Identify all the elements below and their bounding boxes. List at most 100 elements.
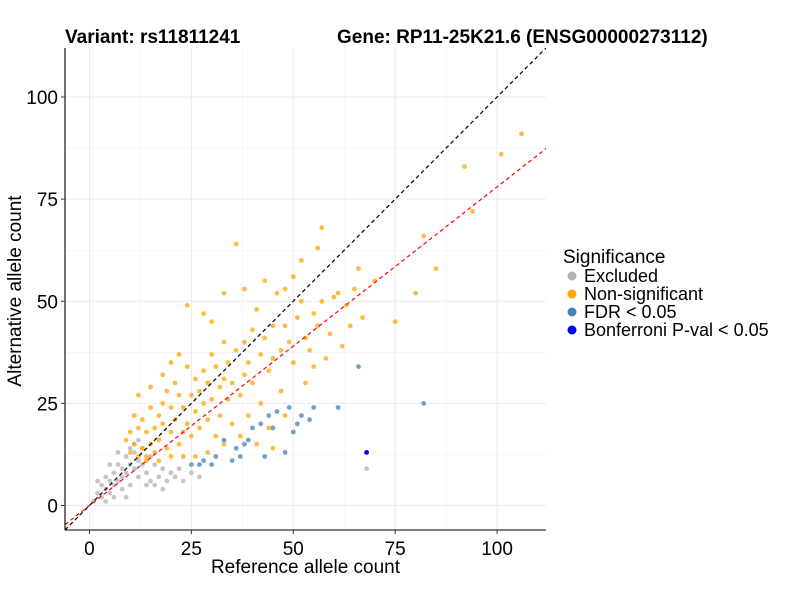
legend-label-3: Bonferroni P-val < 0.05 xyxy=(584,320,769,340)
data-point xyxy=(148,384,154,390)
data-point xyxy=(131,450,137,455)
data-point xyxy=(237,392,243,398)
data-point xyxy=(250,380,255,386)
data-point xyxy=(156,474,162,480)
data-point xyxy=(160,466,166,472)
data-point xyxy=(237,433,243,439)
data-point xyxy=(319,225,325,231)
data-point xyxy=(131,441,137,447)
data-point xyxy=(262,454,268,459)
legend-key-2 xyxy=(567,307,577,317)
data-point xyxy=(242,286,247,292)
x-tick-label: 100 xyxy=(481,539,513,560)
data-point xyxy=(140,445,145,451)
data-point xyxy=(233,445,239,451)
data-point xyxy=(136,474,141,480)
data-point xyxy=(189,433,194,439)
data-point xyxy=(335,405,341,410)
data-point xyxy=(160,401,166,406)
data-point xyxy=(213,433,219,439)
data-point xyxy=(168,405,174,410)
data-point xyxy=(156,437,162,443)
data-point xyxy=(278,388,284,394)
data-point xyxy=(282,413,288,418)
data-point xyxy=(193,454,198,459)
series-0 xyxy=(91,437,369,504)
data-point xyxy=(205,450,211,455)
series-3 xyxy=(364,450,369,455)
data-point xyxy=(311,364,317,369)
grid-lines xyxy=(65,48,546,530)
legend: Significance ExcludedNon-significantFDR … xyxy=(563,247,769,340)
data-point xyxy=(152,425,158,431)
data-point xyxy=(99,482,105,488)
data-point xyxy=(119,466,125,472)
data-point xyxy=(246,437,251,443)
data-point xyxy=(360,315,365,320)
data-point xyxy=(266,413,272,418)
data-point xyxy=(168,429,174,435)
data-point xyxy=(303,380,308,386)
data-point xyxy=(95,478,100,484)
data-point xyxy=(266,368,272,374)
data-point xyxy=(311,311,317,316)
data-point xyxy=(127,450,133,455)
data-point xyxy=(262,278,268,284)
data-point xyxy=(242,441,247,447)
data-point xyxy=(103,474,109,480)
data-point xyxy=(168,360,174,365)
data-point xyxy=(180,405,186,410)
data-point xyxy=(164,478,170,484)
data-point xyxy=(160,372,166,378)
data-point xyxy=(201,401,207,406)
fit-line xyxy=(65,148,546,526)
data-point xyxy=(221,376,227,382)
data-point xyxy=(127,429,133,435)
data-point xyxy=(262,335,268,341)
data-point xyxy=(242,372,247,378)
data-point xyxy=(160,486,166,492)
data-point xyxy=(127,482,133,488)
legend-label-2: FDR < 0.05 xyxy=(584,302,677,322)
data-point xyxy=(193,409,198,414)
data-point xyxy=(270,425,276,431)
data-point xyxy=(250,327,255,333)
data-point xyxy=(123,454,129,459)
data-point xyxy=(115,478,121,484)
data-point xyxy=(197,474,202,480)
data-point xyxy=(299,413,304,418)
data-point xyxy=(270,323,276,329)
data-point xyxy=(266,425,272,431)
data-point xyxy=(229,458,235,463)
data-point xyxy=(413,290,418,296)
data-point xyxy=(225,360,231,365)
data-point xyxy=(307,347,312,353)
data-point xyxy=(209,462,215,467)
data-point xyxy=(197,388,202,394)
data-point xyxy=(331,294,337,300)
data-point xyxy=(123,437,129,443)
data-point xyxy=(254,441,259,447)
data-point xyxy=(176,466,182,472)
data-point xyxy=(221,339,227,345)
data-point xyxy=(209,396,215,402)
data-point xyxy=(156,413,162,418)
data-point xyxy=(164,388,170,394)
data-point xyxy=(282,286,288,292)
data-point xyxy=(197,462,202,467)
data-point xyxy=(148,454,154,459)
data-point xyxy=(282,323,288,329)
legend-key-3 xyxy=(567,325,577,335)
data-point xyxy=(364,466,369,472)
y-tick-label: 0 xyxy=(47,496,58,517)
data-point xyxy=(123,470,129,476)
data-point xyxy=(189,392,194,398)
data-point xyxy=(152,462,158,467)
data-point xyxy=(290,274,296,280)
data-point xyxy=(131,413,137,418)
data-point xyxy=(258,401,264,406)
data-point xyxy=(286,339,292,345)
axes xyxy=(61,48,546,534)
data-point xyxy=(205,380,211,386)
